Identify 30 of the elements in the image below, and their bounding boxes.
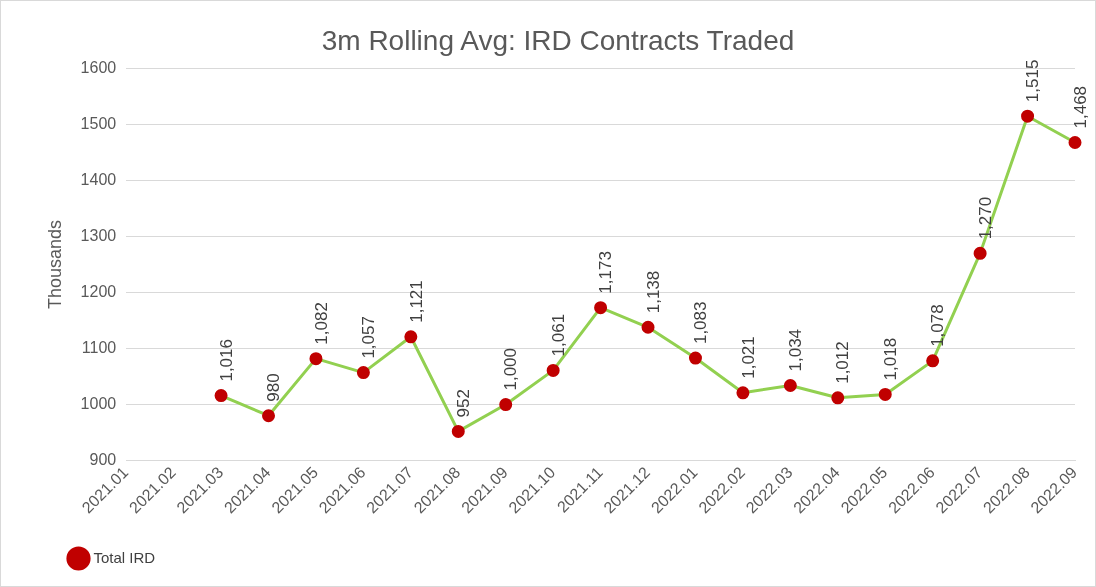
chart-title: 3m Rolling Avg: IRD Contracts Traded	[321, 24, 795, 56]
data-label: 1,138	[643, 270, 663, 314]
data-label: 1,034	[786, 328, 806, 372]
data-label: 1,270	[975, 196, 995, 240]
y-tick-label: 1000	[80, 394, 117, 412]
data-label: 1,173	[596, 251, 616, 294]
y-tick-label: 1300	[80, 226, 117, 244]
data-label: 1,061	[548, 313, 568, 357]
y-tick-label: 1600	[80, 59, 117, 77]
data-label: 1,515	[1023, 59, 1043, 103]
data-label: 1,078	[928, 304, 948, 347]
data-label: 1,082	[311, 302, 331, 345]
data-label: 1,468	[1070, 85, 1090, 129]
y-tick-label: 900	[89, 450, 117, 468]
y-tick-label: 1100	[81, 338, 117, 356]
y-tick-label: 1500	[80, 115, 117, 132]
data-label: 1,021	[738, 336, 758, 379]
y-axis-title: Thousands	[44, 220, 65, 310]
data-label: 952	[453, 389, 473, 418]
data-label: 1,016	[216, 339, 236, 382]
y-tick-label: 1400	[80, 170, 117, 188]
data-label: 1,018	[880, 337, 900, 381]
data-label: 980	[264, 373, 284, 402]
data-label: 1,000	[501, 347, 521, 391]
data-label: 1,083	[691, 301, 711, 345]
y-tick-label: 1200	[80, 282, 117, 300]
legend-label: Total IRD	[93, 548, 156, 566]
data-label: 1,121	[406, 280, 426, 323]
data-label: 1,057	[359, 316, 379, 359]
data-label: 1,012	[833, 341, 853, 384]
